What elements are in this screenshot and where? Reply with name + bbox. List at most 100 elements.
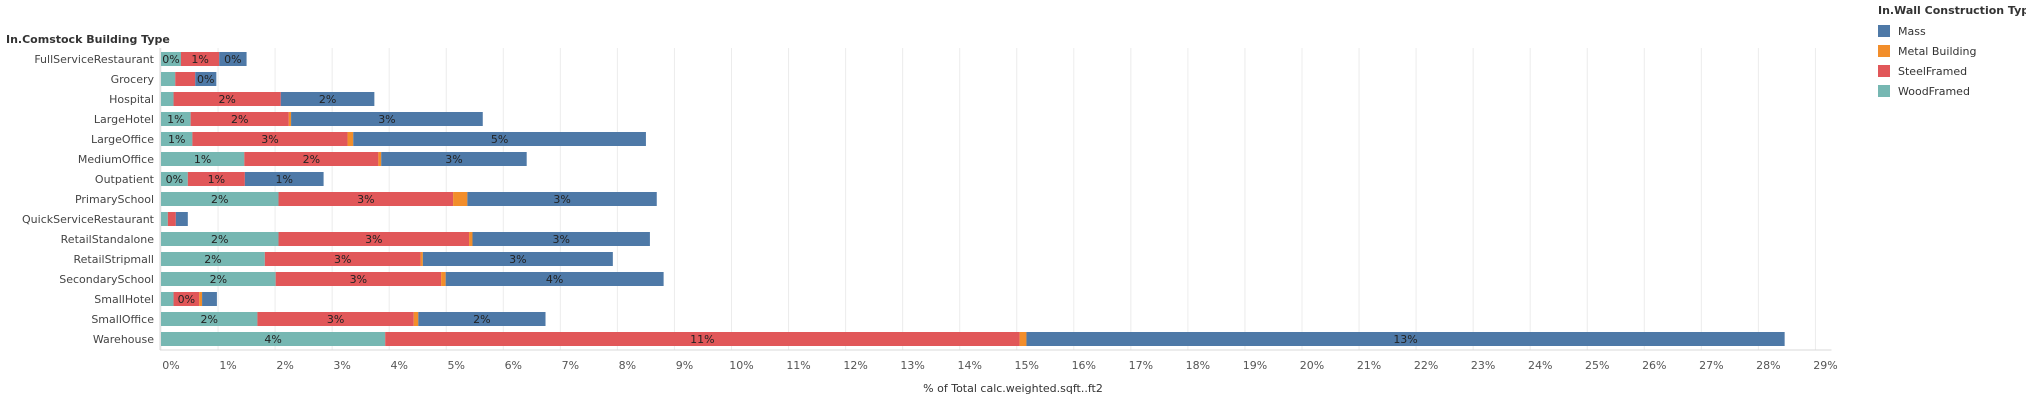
bar-segment[interactable] [467, 192, 657, 206]
x-tick-label: 14% [957, 359, 981, 372]
bar-segment[interactable] [180, 52, 220, 66]
bar-segment[interactable] [161, 292, 174, 306]
x-tick-label: 29% [1813, 359, 1837, 372]
bar-segment[interactable] [472, 232, 650, 246]
bar-segment[interactable] [187, 172, 245, 186]
bar-segment[interactable] [195, 72, 217, 86]
x-tick-label: 12% [843, 359, 867, 372]
bar-segment[interactable] [278, 192, 454, 206]
bar-segment[interactable] [161, 232, 279, 246]
bar-segment[interactable] [244, 172, 324, 186]
bar-segment[interactable] [161, 152, 245, 166]
bar-segment[interactable] [161, 272, 276, 286]
legend-swatch [1878, 45, 1890, 57]
bar-segment[interactable] [347, 132, 354, 146]
bar-segment[interactable] [453, 192, 468, 206]
data-label: 3% [365, 233, 382, 246]
bar-segment[interactable] [161, 92, 174, 106]
legend-item[interactable]: WoodFramed [1878, 81, 2024, 101]
bar-segment[interactable] [385, 332, 1020, 346]
bar-segment[interactable] [202, 292, 217, 306]
bar-segment[interactable] [353, 132, 646, 146]
data-label: 3% [552, 233, 569, 246]
x-tick-label: 20% [1300, 359, 1324, 372]
data-label: 2% [210, 273, 227, 286]
bar-segment[interactable] [161, 212, 168, 226]
bar-segment[interactable] [445, 272, 664, 286]
x-tick-label: 26% [1642, 359, 1666, 372]
row-header: In.Comstock Building Type [6, 33, 170, 46]
data-label: 1% [191, 53, 208, 66]
bar-segment[interactable] [291, 112, 483, 126]
data-label: 4% [264, 333, 281, 346]
bar-segment[interactable] [1019, 332, 1027, 346]
bar-segment[interactable] [257, 312, 414, 326]
data-label: 3% [378, 113, 395, 126]
bar-segment[interactable] [1026, 332, 1785, 346]
data-label: 13% [1393, 333, 1417, 346]
x-tick-label: 24% [1528, 359, 1552, 372]
bar-segment[interactable] [244, 152, 379, 166]
x-tick-label: 21% [1357, 359, 1381, 372]
bar-segment[interactable] [173, 292, 200, 306]
data-label: 3% [334, 253, 351, 266]
bar-segment[interactable] [161, 72, 176, 86]
bar-segment[interactable] [420, 252, 423, 266]
bar-segment[interactable] [469, 232, 473, 246]
bar-segment[interactable] [422, 252, 613, 266]
bar-segment[interactable] [161, 312, 258, 326]
data-label: 0% [178, 293, 195, 306]
bar-segment[interactable] [173, 92, 281, 106]
data-label: 11% [690, 333, 714, 346]
x-tick-label: 15% [1015, 359, 1039, 372]
x-tick-label: 16% [1072, 359, 1096, 372]
data-label: 1% [168, 133, 185, 146]
data-label: 0% [162, 53, 179, 66]
bar-segment[interactable] [264, 252, 421, 266]
legend-swatch [1878, 85, 1890, 97]
x-tick-label: 22% [1414, 359, 1438, 372]
bar-segment[interactable] [161, 252, 265, 266]
x-tick-label: 18% [1186, 359, 1210, 372]
bar-segment[interactable] [161, 52, 181, 66]
bar-segment[interactable] [192, 132, 348, 146]
x-axis-title: % of Total calc.weighted.sqft..ft2 [923, 382, 1103, 395]
bar-labels: 0% 1% 0% 0% 2% 2% 1% 2% 3% 1% 3% 5% 1% 2% 3% 0% 1% 1% 2% 3%… [162, 53, 1418, 346]
bar-segment[interactable] [378, 152, 382, 166]
data-label: 2% [200, 313, 217, 326]
legend-item[interactable]: SteelFramed [1878, 61, 2024, 81]
legend-swatch [1878, 65, 1890, 77]
bar-segment[interactable] [280, 92, 375, 106]
bar-segment[interactable] [278, 232, 470, 246]
bar-segment[interactable] [381, 152, 527, 166]
bar-segment[interactable] [167, 212, 176, 226]
legend-item[interactable]: Metal Building [1878, 41, 2024, 61]
x-tick-label: 17% [1129, 359, 1153, 372]
bar-segment[interactable] [161, 172, 188, 186]
bar-segment[interactable] [418, 312, 546, 326]
bar-segment[interactable] [175, 72, 196, 86]
data-label: 2% [204, 253, 221, 266]
bar-segment[interactable] [413, 312, 419, 326]
bar-segment[interactable] [275, 272, 442, 286]
stacked-bar-chart: 0% 1% 0% 0% 2% 2% 1% 2% 3% 1% 3% 5% 1% 2% 3% 0% 1% 1% 2% 3%… [6, 33, 1838, 395]
bar-segment[interactable] [199, 292, 203, 306]
data-label: 2% [211, 193, 228, 206]
bar-segment[interactable] [161, 332, 386, 346]
bar-segment[interactable] [219, 52, 247, 66]
data-label: 1% [194, 153, 211, 166]
bar-segment[interactable] [288, 112, 292, 126]
bar-segment[interactable] [190, 112, 289, 126]
legend-item[interactable]: Mass [1878, 21, 2024, 41]
bar-segment[interactable] [175, 212, 188, 226]
bar-segment[interactable] [161, 112, 191, 126]
bar-segment[interactable] [161, 132, 193, 146]
category-label: SmallOffice [91, 313, 154, 326]
bar-segment[interactable] [441, 272, 446, 286]
bar-segment[interactable] [161, 192, 279, 206]
x-tick-label: 2% [276, 359, 293, 372]
bars [161, 52, 1785, 346]
data-label: 3% [327, 313, 344, 326]
data-label: 3% [509, 253, 526, 266]
x-axis-ticks: 0% 1% 2% 3% 4% 5% 6% 7% 8% 9% 10% 11% 12% 13% 14% 15% 16… [162, 359, 1837, 372]
